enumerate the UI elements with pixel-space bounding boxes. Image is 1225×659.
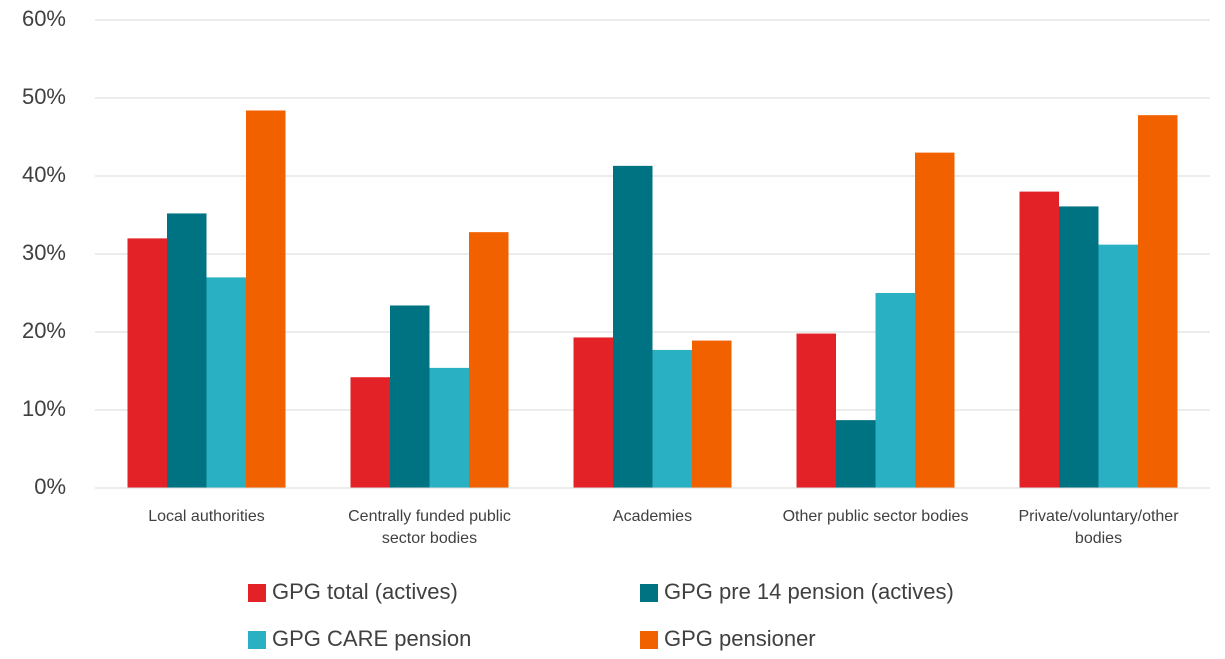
bar xyxy=(1138,115,1178,488)
y-tick-label: 60% xyxy=(22,6,66,31)
bar xyxy=(613,165,653,489)
legend-swatch xyxy=(640,584,658,602)
bar xyxy=(469,232,509,488)
bar xyxy=(796,333,836,488)
bar xyxy=(875,293,915,488)
y-tick-label: 30% xyxy=(22,240,66,265)
bar xyxy=(246,110,286,488)
legend-swatch xyxy=(640,631,658,649)
x-tick-label: Academies xyxy=(612,508,693,525)
y-tick-label: 0% xyxy=(34,474,66,499)
bar xyxy=(652,349,692,488)
x-tick-label: Local authorities xyxy=(148,508,265,525)
bar xyxy=(167,213,207,488)
legend-label: GPG total (actives) xyxy=(272,579,458,604)
bar xyxy=(836,420,876,488)
bar xyxy=(573,337,613,488)
bar xyxy=(1019,191,1059,488)
legend-label: GPG pensioner xyxy=(664,626,816,651)
bar xyxy=(1059,206,1099,489)
x-tick-label: Centrally funded public sector bodies xyxy=(348,508,511,547)
bar xyxy=(390,305,430,488)
x-tick-label: Private/voluntary/other bodies xyxy=(1018,508,1179,547)
bar xyxy=(915,152,955,488)
bar xyxy=(206,277,246,488)
bar xyxy=(1098,244,1138,488)
legend-label: GPG pre 14 pension (actives) xyxy=(664,579,954,604)
legend-swatch xyxy=(248,584,266,602)
x-tick-label: Other public sector bodies xyxy=(782,508,969,525)
legend-swatch xyxy=(248,631,266,649)
bar xyxy=(350,377,390,488)
y-tick-label: 50% xyxy=(22,84,66,109)
legend-label: GPG CARE pension xyxy=(272,626,471,651)
bar xyxy=(692,340,732,488)
bar xyxy=(127,238,167,488)
bar xyxy=(429,367,469,488)
y-tick-label: 40% xyxy=(22,162,66,187)
y-tick-label: 20% xyxy=(22,318,66,343)
y-tick-label: 10% xyxy=(22,396,66,421)
